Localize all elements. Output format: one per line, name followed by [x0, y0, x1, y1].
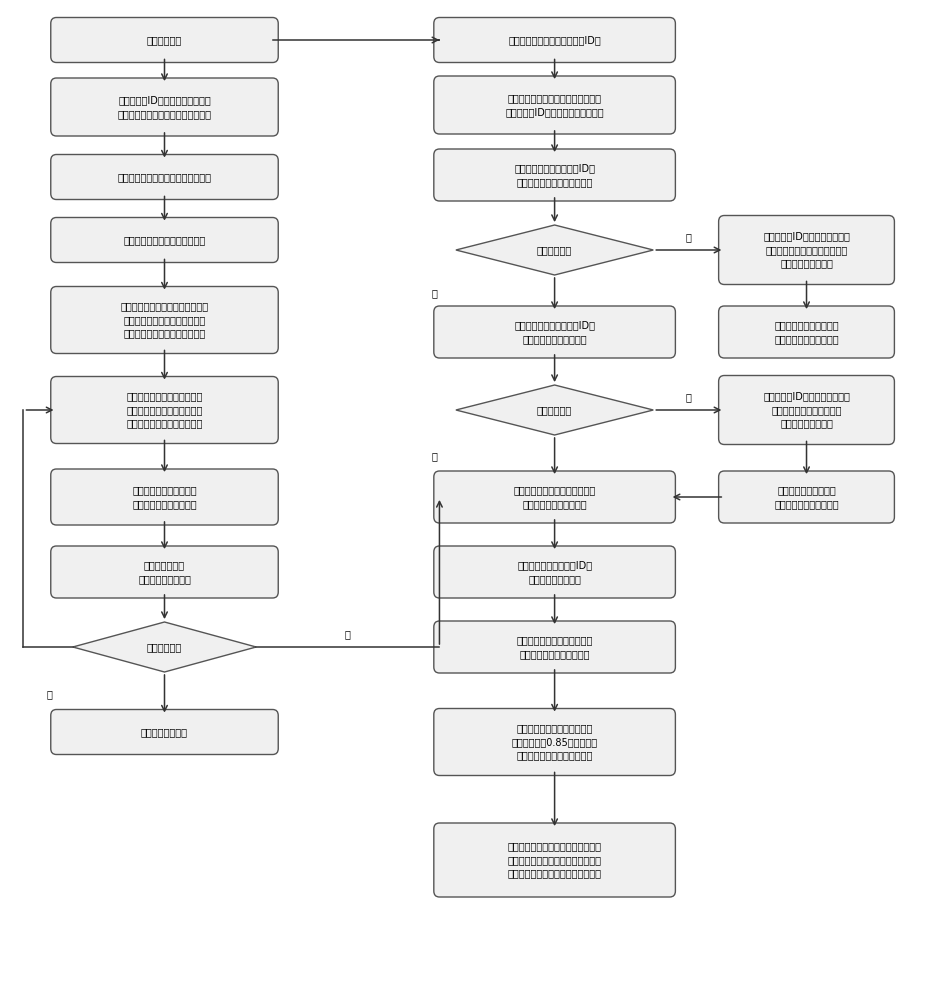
Text: 数据分发模块将数据报文发送至
传感器数据报文解码模块: 数据分发模块将数据报文发送至 传感器数据报文解码模块: [513, 485, 596, 509]
Text: 传感器数据报文接收模块实时
接收多传感器发送的数据报文
并将其存入到动态缓存队列中: 传感器数据报文接收模块实时 接收多传感器发送的数据报文 并将其存入到动态缓存队列…: [126, 391, 203, 429]
Text: 通过数据报文标识获取传感器ID号: 通过数据报文标识获取传感器ID号: [509, 35, 601, 45]
Text: 选择主服务器: 选择主服务器: [147, 35, 182, 45]
FancyBboxPatch shape: [433, 471, 675, 523]
FancyBboxPatch shape: [51, 469, 278, 525]
Text: 缓存数据捕获模块将数据报文解码结
果和传感器ID号发送至数据分发模块: 缓存数据捕获模块将数据报文解码结 果和传感器ID号发送至数据分发模块: [506, 93, 603, 117]
FancyBboxPatch shape: [433, 17, 675, 62]
Text: 是: 是: [431, 288, 437, 298]
Text: 主服务器加载传感器数据报文接收
模块、缓行数据捕获模块、数据
分发模块和服务器运行监视模块: 主服务器加载传感器数据报文接收 模块、缓行数据捕获模块、数据 分发模块和服务器运…: [120, 301, 209, 339]
FancyBboxPatch shape: [51, 286, 278, 353]
Text: 通过传感器ID号查询映射关系表
获取传感器数据报文解码模块的
可执行程序磁盘文件: 通过传感器ID号查询映射关系表 获取传感器数据报文解码模块的 可执行程序磁盘文件: [763, 231, 850, 269]
FancyBboxPatch shape: [718, 216, 895, 284]
FancyBboxPatch shape: [51, 154, 278, 200]
Text: 数据分发模块将解析数据结果
发送至传感器数据处理模块: 数据分发模块将解析数据结果 发送至传感器数据处理模块: [516, 635, 593, 659]
Text: 模块是否存在: 模块是否存在: [537, 405, 572, 415]
FancyBboxPatch shape: [718, 471, 895, 523]
Polygon shape: [72, 622, 256, 672]
Text: 在主服务器上加载并运行
传感器数据报文解码模块: 在主服务器上加载并运行 传感器数据报文解码模块: [775, 320, 838, 344]
Text: 数据分发模块通过传感器ID号
查询传感器数据报文解码模块: 数据分发模块通过传感器ID号 查询传感器数据报文解码模块: [514, 163, 595, 187]
FancyBboxPatch shape: [433, 823, 675, 897]
Text: 建立传感器数据报文解码模块运行表: 建立传感器数据报文解码模块运行表: [118, 172, 212, 182]
Polygon shape: [456, 385, 653, 435]
Text: 否: 否: [686, 392, 692, 402]
FancyBboxPatch shape: [433, 306, 675, 358]
FancyBboxPatch shape: [718, 306, 895, 358]
FancyBboxPatch shape: [433, 76, 675, 134]
Text: 是: 是: [431, 451, 437, 461]
Text: 周期性检查每个传感器报文解码模块
和传感器数据处理模块的相当时间，
若超出阈值则关闭该模块并回收资源: 周期性检查每个传感器报文解码模块 和传感器数据处理模块的相当时间， 若超出阈值则…: [508, 841, 602, 879]
Text: 建立传感器数据处理模块运行表: 建立传感器数据处理模块运行表: [123, 235, 206, 245]
Text: 否: 否: [46, 689, 52, 699]
FancyBboxPatch shape: [433, 708, 675, 776]
FancyBboxPatch shape: [51, 217, 278, 262]
Text: 通过传感器ID号查询映射关系表
获取传感器数据处理模块的
可执行程序磁盘文件: 通过传感器ID号查询映射关系表 获取传感器数据处理模块的 可执行程序磁盘文件: [763, 391, 850, 429]
FancyBboxPatch shape: [433, 149, 675, 201]
FancyBboxPatch shape: [433, 546, 675, 598]
Text: 模块是否存在: 模块是否存在: [537, 245, 572, 255]
FancyBboxPatch shape: [51, 78, 278, 136]
FancyBboxPatch shape: [51, 710, 278, 754]
Text: 建立传感器ID号与对应传感器数据
传输中报文中传感器标识的映射关系: 建立传感器ID号与对应传感器数据 传输中报文中传感器标识的映射关系: [118, 95, 212, 119]
FancyBboxPatch shape: [51, 17, 278, 62]
Text: 解析数据报文头
检查数据报文完整性: 解析数据报文头 检查数据报文完整性: [138, 560, 191, 584]
Text: 否: 否: [686, 232, 692, 242]
Text: 缓存数据捕获模块从动态
缓存队列中获取数据报文: 缓存数据捕获模块从动态 缓存队列中获取数据报文: [133, 485, 196, 509]
Text: 数据分发模块通过传感器ID号
查询传感器数据处理模块: 数据分发模块通过传感器ID号 查询传感器数据处理模块: [514, 320, 595, 344]
Text: 将该数据报文丢弃: 将该数据报文丢弃: [141, 727, 188, 737]
Text: 是: 是: [345, 629, 351, 639]
FancyBboxPatch shape: [718, 375, 895, 444]
Polygon shape: [456, 225, 653, 275]
Text: 解码数据结果与传感器ID号
发送至数据分发模块: 解码数据结果与传感器ID号 发送至数据分发模块: [517, 560, 592, 584]
FancyBboxPatch shape: [51, 376, 278, 444]
Text: 周期性检查服务器的当前工作
负载率若大于0.85则迁移部分
数据处理模块至另一个服务器: 周期性检查服务器的当前工作 负载率若大于0.85则迁移部分 数据处理模块至另一个…: [511, 723, 598, 761]
Text: 报文是否完整: 报文是否完整: [147, 642, 182, 652]
FancyBboxPatch shape: [51, 546, 278, 598]
FancyBboxPatch shape: [433, 621, 675, 673]
Text: 选择一个服务器加载并
运行传感器数据处理模块: 选择一个服务器加载并 运行传感器数据处理模块: [775, 485, 838, 509]
